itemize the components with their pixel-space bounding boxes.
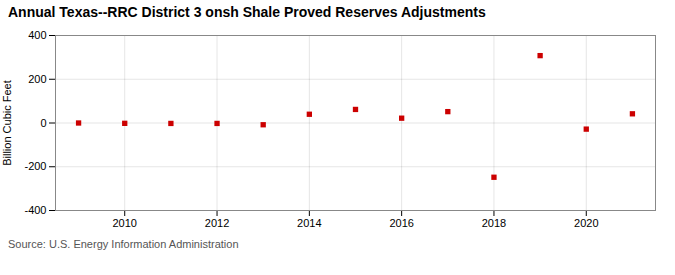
svg-text:Billion Cubic Feet: Billion Cubic Feet	[1, 80, 13, 166]
svg-text:2012: 2012	[205, 217, 229, 229]
svg-text:400: 400	[28, 29, 46, 41]
svg-text:2018: 2018	[482, 217, 506, 229]
svg-text:-400: -400	[24, 204, 46, 216]
html-text:Source: U.S. Energy Informatio: Source: U.S. Energy Information Administ…	[8, 237, 239, 250]
svg-text:200: 200	[28, 73, 46, 85]
svg-text:2020: 2020	[574, 217, 598, 229]
svg-text:2014: 2014	[297, 217, 321, 229]
svg-text:2010: 2010	[112, 217, 136, 229]
svg-text:0: 0	[40, 116, 46, 128]
svg-text:-200: -200	[24, 160, 46, 172]
html-text:Annual Texas--RRC District 3 o: Annual Texas--RRC District 3 onsh Shale …	[8, 4, 486, 20]
svg-text:2016: 2016	[389, 217, 413, 229]
